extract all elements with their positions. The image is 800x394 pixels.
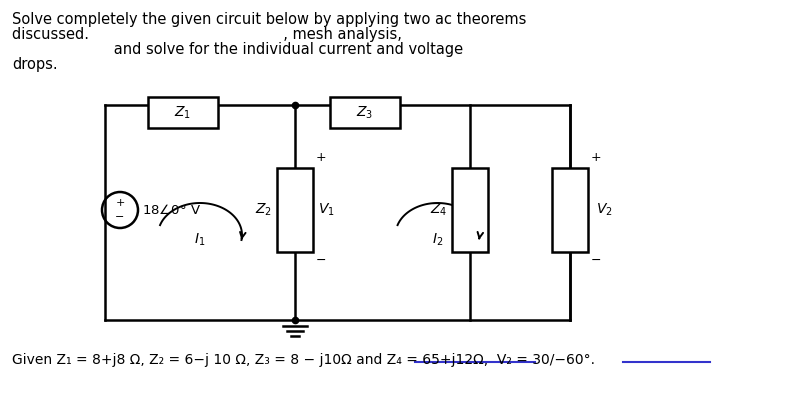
Text: $V_1$: $V_1$ [318, 202, 334, 218]
Text: $I_1$: $I_1$ [194, 232, 206, 248]
Text: +: + [115, 198, 125, 208]
Text: discussed.                                          , mesh analysis,: discussed. , mesh analysis, [12, 27, 402, 42]
Text: drops.: drops. [12, 57, 58, 72]
Text: $Z_1$: $Z_1$ [174, 104, 191, 121]
Text: $Z_3$: $Z_3$ [357, 104, 374, 121]
Bar [148, 97, 218, 128]
Bar [452, 168, 488, 252]
Text: Given Z₁ = 8+j8 Ω, Z₂ = 6−j 10 Ω, Z₃ = 8 − j10Ω and Z₄ = 65+j12Ω,  V₂ = 30/−60°.: Given Z₁ = 8+j8 Ω, Z₂ = 6−j 10 Ω, Z₃ = 8… [12, 353, 595, 367]
Bar [552, 168, 588, 252]
Text: +: + [590, 151, 602, 164]
Text: −: − [590, 254, 602, 267]
Text: −: − [316, 254, 326, 267]
Text: $18\angle0°$ V: $18\angle0°$ V [142, 203, 201, 217]
Text: +: + [316, 151, 326, 164]
Text: and solve for the individual current and voltage: and solve for the individual current and… [12, 42, 463, 57]
Text: $V_2$: $V_2$ [596, 202, 613, 218]
Bar [330, 97, 400, 128]
Text: −: − [115, 212, 125, 222]
Bar [277, 168, 313, 252]
Text: $Z_4$: $Z_4$ [430, 202, 447, 218]
Text: Solve completely the given circuit below by applying two ac theorems: Solve completely the given circuit below… [12, 12, 526, 27]
Text: $I_2$: $I_2$ [432, 232, 443, 248]
Text: $Z_2$: $Z_2$ [255, 202, 272, 218]
